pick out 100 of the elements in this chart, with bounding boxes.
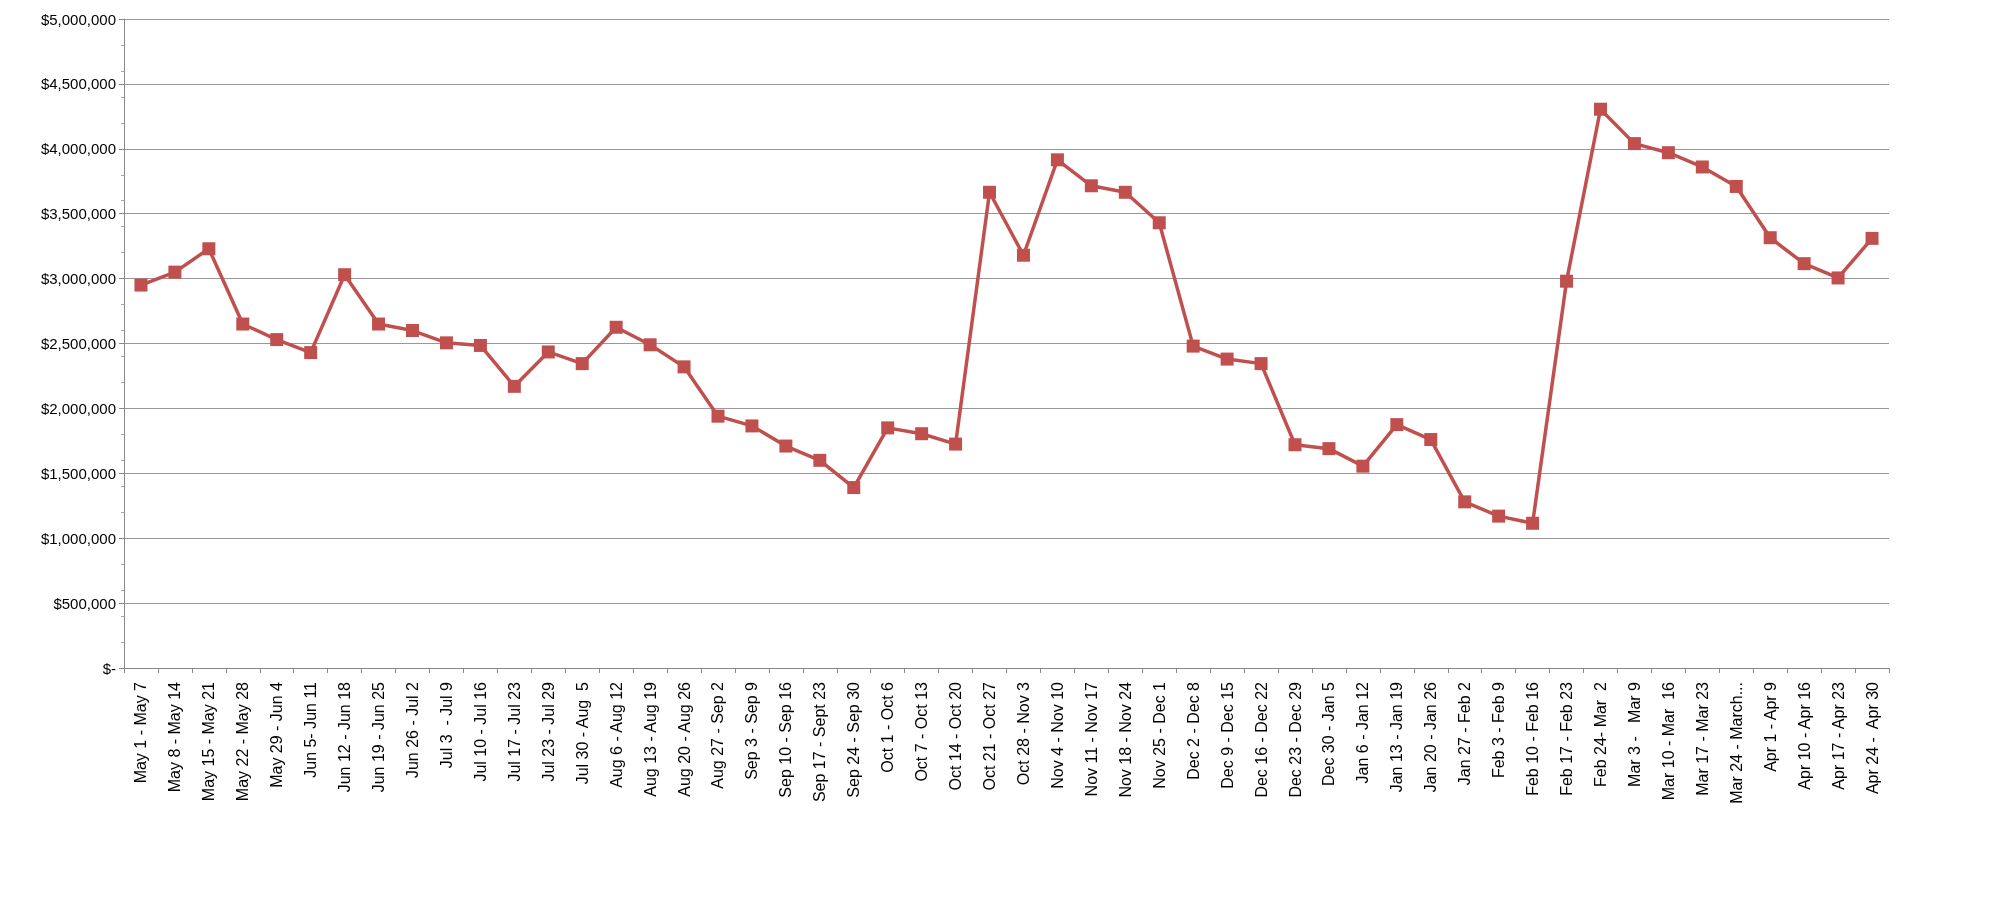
- x-tick-label: Nov 25 - Dec 1: [1150, 681, 1168, 789]
- x-tick-label: May 29 - Jun 4: [268, 681, 286, 788]
- point: [643, 338, 657, 352]
- x-tick-label: Dec 23 - Dec 29: [1286, 681, 1304, 798]
- y-tick-label: $2,500,000: [40, 335, 116, 352]
- point: [168, 265, 182, 279]
- y-tick-label: $-: [102, 659, 116, 677]
- point: [1865, 231, 1879, 245]
- x-tick-label: Sep 3 - Sep 9: [743, 681, 761, 780]
- point: [677, 360, 691, 374]
- point: [711, 409, 725, 423]
- point: [1084, 179, 1098, 193]
- point: [1593, 102, 1607, 116]
- point: [473, 338, 487, 352]
- x-tick-label: Apr 1 - Apr 9: [1761, 681, 1779, 772]
- y-tick-label: $4,500,000: [40, 75, 116, 93]
- point: [439, 336, 453, 350]
- x-tick-label: Jul 3 - Jul 9: [437, 681, 455, 769]
- point: [847, 481, 861, 495]
- x-tick-label: Mar 3 - Mar 9: [1625, 681, 1643, 787]
- x-tick-label: Feb 10 - Feb 16: [1524, 681, 1542, 796]
- point: [1322, 442, 1336, 456]
- point: [1254, 357, 1268, 371]
- point: [1797, 257, 1811, 271]
- x-tick-label: Aug 20 - Aug 26: [675, 681, 693, 797]
- point: [1526, 516, 1540, 530]
- x-tick-label: Jul 17 - Jul 23: [505, 681, 523, 782]
- x-tick-label: Dec 2 - Dec 8: [1184, 681, 1202, 780]
- point: [881, 421, 895, 435]
- x-tick-label: Jun 26 - Jul 2: [404, 681, 422, 779]
- point: [134, 278, 148, 292]
- x-tick-label: Apr 24 - Apr 30: [1863, 681, 1881, 795]
- point: [1118, 185, 1132, 199]
- x-tick-label: Feb 3 - Feb 9: [1490, 681, 1508, 779]
- y-tick-label: $2,000,000: [40, 399, 116, 417]
- point: [1050, 153, 1064, 167]
- point: [338, 268, 352, 282]
- x-tick-label: Sep 17 - Sept 23: [811, 681, 829, 803]
- y-tick-label: $1,500,000: [40, 464, 116, 482]
- x-tick-label: Dec 9 - Dec 15: [1218, 681, 1236, 789]
- x-tick-label: Jul 10 - Jul 16: [471, 681, 489, 782]
- x-tick-label: May 1 - May 7: [132, 681, 150, 784]
- point: [745, 419, 759, 433]
- y-tick-label: $5,000,000: [40, 10, 116, 28]
- point: [779, 439, 793, 453]
- point: [1661, 146, 1675, 160]
- point: [1729, 179, 1743, 193]
- x-tick-label: May 22 - May 28: [234, 681, 252, 802]
- x-tick-label: Jul 23 - Jul 29: [539, 681, 557, 782]
- x-tick-label: Aug 13 - Aug 19: [641, 681, 659, 797]
- x-tick-label: Apr 17 - Apr 23: [1829, 681, 1847, 790]
- point: [1152, 216, 1166, 230]
- point: [915, 427, 929, 441]
- x-tick-label: Nov 4 - Nov 10: [1048, 681, 1066, 789]
- x-tick-label: Feb 17 - Feb 23: [1558, 681, 1576, 796]
- point: [1220, 352, 1234, 366]
- point: [304, 346, 318, 360]
- x-tick-label: Jul 30 - Aug 5: [573, 681, 591, 785]
- point: [507, 379, 521, 393]
- point: [949, 437, 963, 451]
- point: [1288, 438, 1302, 452]
- point: [270, 333, 284, 347]
- x-tick-label: Oct 7 - Oct 13: [913, 681, 931, 782]
- x-tick-label: May 15 - May 21: [200, 681, 218, 802]
- x-tick-label: Nov 11 - Nov 17: [1082, 681, 1100, 797]
- point: [1831, 271, 1845, 285]
- point: [1695, 160, 1709, 174]
- point: [1492, 509, 1506, 523]
- y-tick-label: $4,000,000: [40, 140, 116, 158]
- x-tick-label: Nov 18 - Nov 24: [1116, 681, 1134, 798]
- point: [1016, 248, 1030, 262]
- x-tick-label: Mar 10 - Mar 16: [1659, 681, 1677, 801]
- point: [236, 317, 250, 331]
- y-tick-label: $1,000,000: [40, 529, 116, 547]
- x-tick-label: Jun 12 - Jun 18: [336, 681, 354, 793]
- point: [1356, 459, 1370, 473]
- y-tick-label: $500,000: [53, 594, 116, 612]
- point: [609, 320, 623, 334]
- point: [1424, 433, 1438, 447]
- point: [1390, 418, 1404, 432]
- point: [575, 357, 589, 371]
- point: [1763, 231, 1777, 245]
- x-tick-label: Feb 24- Mar 2: [1591, 681, 1609, 787]
- x-tick-label: Mar 24 - March...: [1727, 682, 1745, 804]
- x-tick-label: Aug 6 - Aug 12: [607, 681, 625, 788]
- point: [813, 453, 827, 467]
- x-tick-label: Jun 19 - Jun 25: [370, 681, 388, 793]
- point: [1627, 137, 1641, 151]
- x-tick-label: Jan 13 - Jan 19: [1388, 681, 1406, 793]
- point: [541, 345, 555, 359]
- x-tick-label: Oct 1 - Oct 6: [879, 681, 897, 773]
- point: [406, 324, 420, 338]
- x-tick-label: Jun 5- Jun 11: [302, 681, 320, 778]
- x-tick-label: Sep 10 - Sep 16: [777, 681, 795, 798]
- x-tick-label: Dec 30 - Jan 5: [1320, 681, 1338, 787]
- x-tick-label: Jan 6 - Jan 12: [1354, 681, 1372, 784]
- x-tick-label: Dec 16 - Dec 22: [1252, 681, 1270, 798]
- y-tick-label: $3,000,000: [40, 270, 116, 288]
- x-tick-label: Apr 10 - Apr 16: [1795, 681, 1813, 790]
- x-tick-label: Oct 28 - Nov 3: [1014, 681, 1032, 786]
